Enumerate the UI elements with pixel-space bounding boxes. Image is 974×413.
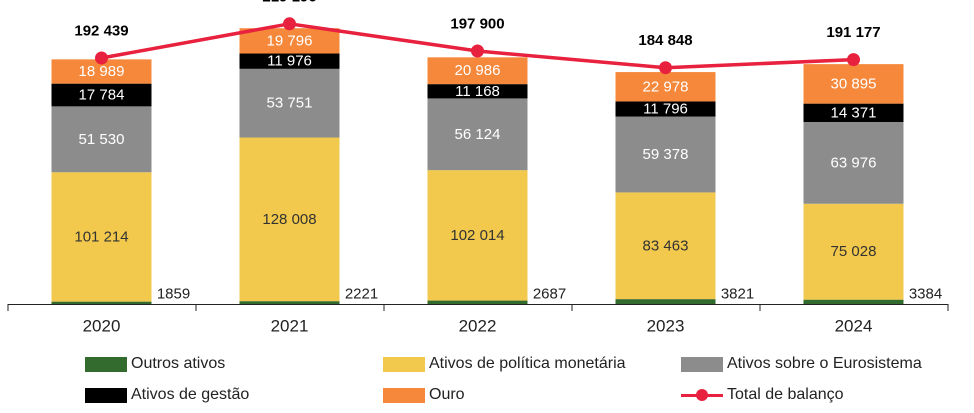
legend-swatch [681, 356, 723, 372]
legend-swatch [85, 356, 127, 372]
data-label: 1859 [157, 286, 190, 303]
bar-segment [427, 98, 528, 171]
x-tick-label: 2023 [647, 317, 685, 336]
data-label: 59 378 [643, 146, 689, 163]
total-label: 191 177 [826, 24, 880, 41]
legend-label: Ativos sobre o Eurosistema [727, 355, 922, 372]
bar-segment [615, 192, 716, 300]
bar-segment [239, 28, 340, 54]
data-label: 3384 [909, 286, 942, 303]
bar-segment [615, 101, 716, 117]
bar-segment [803, 203, 904, 300]
bar-segment [615, 72, 716, 102]
data-label: 101 214 [74, 228, 128, 245]
data-label: 128 008 [262, 211, 316, 228]
data-label: 3821 [721, 286, 754, 303]
legend-label: Ativos de gestão [131, 386, 250, 403]
data-label: 18 989 [79, 63, 125, 80]
legend-item: Outros ativos [85, 353, 225, 375]
data-label: 2687 [533, 286, 566, 303]
bar-segment [239, 68, 340, 138]
data-label: 53 751 [267, 95, 313, 112]
bar-segment [51, 172, 152, 302]
legend-swatch [383, 356, 425, 372]
data-label: 11 796 [643, 100, 688, 117]
total-marker [471, 44, 484, 58]
bar-segment [51, 83, 152, 107]
bar-segment [51, 301, 152, 304]
total-marker [95, 51, 108, 65]
legend-item: Total de balanço [681, 384, 844, 406]
data-label: 75 028 [831, 243, 877, 260]
legend-swatch [383, 387, 425, 403]
total-label: 184 848 [638, 32, 692, 49]
x-tick-label: 2020 [83, 317, 121, 336]
data-label: 102 014 [450, 227, 504, 244]
bar-segment [803, 103, 904, 122]
legend-item: Ativos de gestão [85, 384, 249, 406]
data-label: 63 976 [831, 154, 877, 171]
bar-segment [239, 53, 340, 69]
legend-label: Outros ativos [131, 355, 226, 372]
data-label: 19 796 [267, 32, 313, 49]
total-label: 219 196 [262, 0, 316, 5]
bar-segment [427, 170, 528, 301]
legend-line-swatch [681, 388, 723, 403]
legend-label: Ouro [429, 386, 465, 403]
data-label: 56 124 [455, 126, 501, 143]
bar-segment [803, 64, 904, 104]
data-label: 83 463 [643, 237, 689, 254]
legend-label: Total de balanço [727, 386, 844, 403]
data-label: 20 986 [455, 62, 501, 79]
total-marker [659, 61, 672, 75]
x-tick-label: 2021 [271, 317, 309, 336]
total-label: 192 439 [74, 23, 128, 40]
data-label: 17 784 [79, 87, 125, 104]
total-marker [847, 53, 860, 67]
bar-segment [239, 301, 340, 304]
legend: Outros ativos Ativos de política monetári… [0, 350, 974, 410]
bar-segment [615, 116, 716, 193]
bar-segment [427, 300, 528, 304]
data-label: 11 168 [455, 83, 500, 100]
bar-segment [615, 299, 716, 304]
bar-segment [427, 57, 528, 85]
total-line-layer [95, 17, 860, 75]
data-label: 14 371 [831, 104, 877, 121]
total-label: 197 900 [450, 16, 504, 33]
data-label: 11 976 [267, 53, 312, 70]
bar-segment [803, 299, 904, 304]
data-label: 2221 [345, 286, 378, 303]
total-marker [283, 17, 296, 31]
x-axis: 2020 2021 2022 2023 2024 [7, 304, 949, 336]
bar-segment [427, 84, 528, 99]
legend-item: Ativos sobre o Eurosistema [681, 353, 922, 375]
data-label: 22 978 [643, 78, 689, 95]
x-tick-label: 2022 [459, 317, 497, 336]
data-label: 51 530 [79, 131, 125, 148]
chart: 2020 2021 2022 2023 2024 1859 101 214 51 530 17… [7, 0, 949, 336]
legend-item: Ativos de política monetária [383, 353, 626, 375]
bar-segment [803, 121, 904, 204]
legend-swatch [85, 387, 127, 403]
bar-segment [51, 106, 152, 173]
bar-segment [239, 137, 340, 302]
labels-layer: 1859 101 214 51 530 17 784 18 989 2221 128 008… [74, 0, 942, 303]
x-tick-label: 2024 [835, 317, 873, 336]
data-label: 30 895 [831, 75, 877, 92]
legend-item: Ouro [383, 384, 465, 406]
legend-label: Ativos de política monetária [429, 355, 626, 372]
bars-layer [51, 28, 904, 304]
